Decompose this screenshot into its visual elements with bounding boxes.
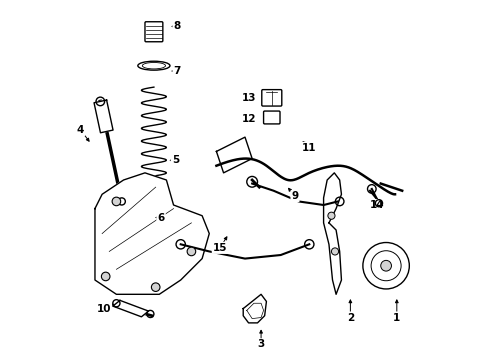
- Circle shape: [328, 212, 335, 219]
- Text: 4: 4: [77, 125, 84, 135]
- Text: 8: 8: [173, 21, 181, 31]
- Text: 12: 12: [241, 114, 256, 124]
- Text: 1: 1: [393, 312, 400, 323]
- FancyBboxPatch shape: [145, 22, 163, 42]
- Text: 6: 6: [157, 212, 165, 222]
- Circle shape: [381, 260, 392, 271]
- Circle shape: [331, 248, 339, 255]
- Text: 15: 15: [213, 243, 227, 253]
- Text: 9: 9: [292, 191, 298, 201]
- Circle shape: [151, 283, 160, 292]
- FancyBboxPatch shape: [264, 111, 280, 124]
- Text: 3: 3: [257, 339, 265, 349]
- Polygon shape: [113, 300, 148, 317]
- Polygon shape: [95, 173, 209, 294]
- Polygon shape: [217, 137, 252, 173]
- Text: 7: 7: [173, 66, 181, 76]
- FancyBboxPatch shape: [262, 90, 282, 106]
- Circle shape: [363, 243, 409, 289]
- Text: 5: 5: [172, 156, 179, 165]
- Circle shape: [187, 247, 196, 256]
- Text: 11: 11: [302, 143, 317, 153]
- Circle shape: [101, 272, 110, 281]
- Text: 10: 10: [97, 303, 111, 314]
- Text: 14: 14: [370, 200, 385, 210]
- Polygon shape: [94, 100, 113, 133]
- Circle shape: [112, 197, 121, 206]
- Polygon shape: [243, 294, 267, 323]
- Text: 2: 2: [347, 312, 354, 323]
- Polygon shape: [323, 173, 342, 294]
- Text: 13: 13: [241, 93, 256, 103]
